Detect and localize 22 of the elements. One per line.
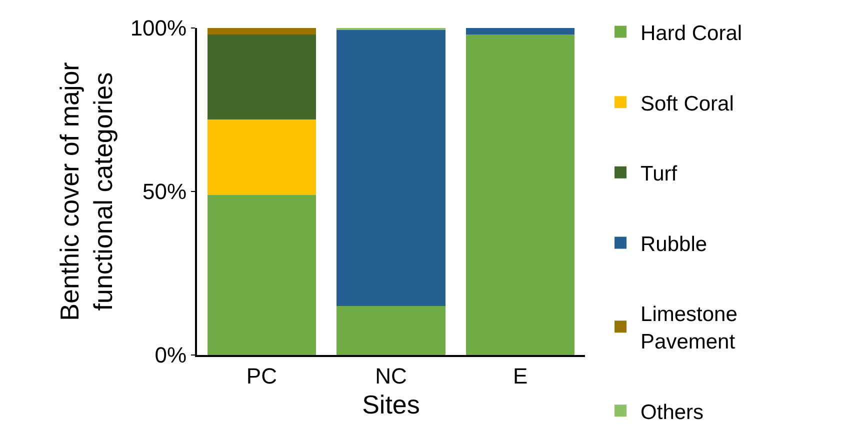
x-tick-label: E — [512, 363, 528, 388]
y-tick-label: 50% — [142, 179, 187, 204]
legend-label: Soft Coral — [640, 92, 734, 116]
legend-label: Turf — [640, 162, 678, 186]
y-tick-label: 0% — [154, 342, 187, 368]
bar — [336, 30, 446, 306]
legend-label: Others — [640, 400, 704, 424]
y-tick-label: 100% — [130, 16, 187, 41]
bar — [466, 34, 575, 355]
legend-label: Hard Coral — [640, 22, 742, 45]
bar — [466, 28, 575, 35]
x-tick-label: PC — [246, 363, 278, 388]
legend-label: Limestone Pavement — [640, 303, 738, 354]
bar — [207, 34, 316, 120]
x-tick-label: NC — [375, 363, 407, 388]
legend-label: Rubble — [640, 232, 708, 256]
x-axis-title: Sites — [362, 390, 420, 420]
y-axis-title: Benthic cover of major functional categories — [54, 62, 118, 321]
bar — [207, 194, 316, 355]
bar — [207, 28, 316, 35]
bar — [336, 306, 446, 355]
bar — [207, 120, 316, 195]
